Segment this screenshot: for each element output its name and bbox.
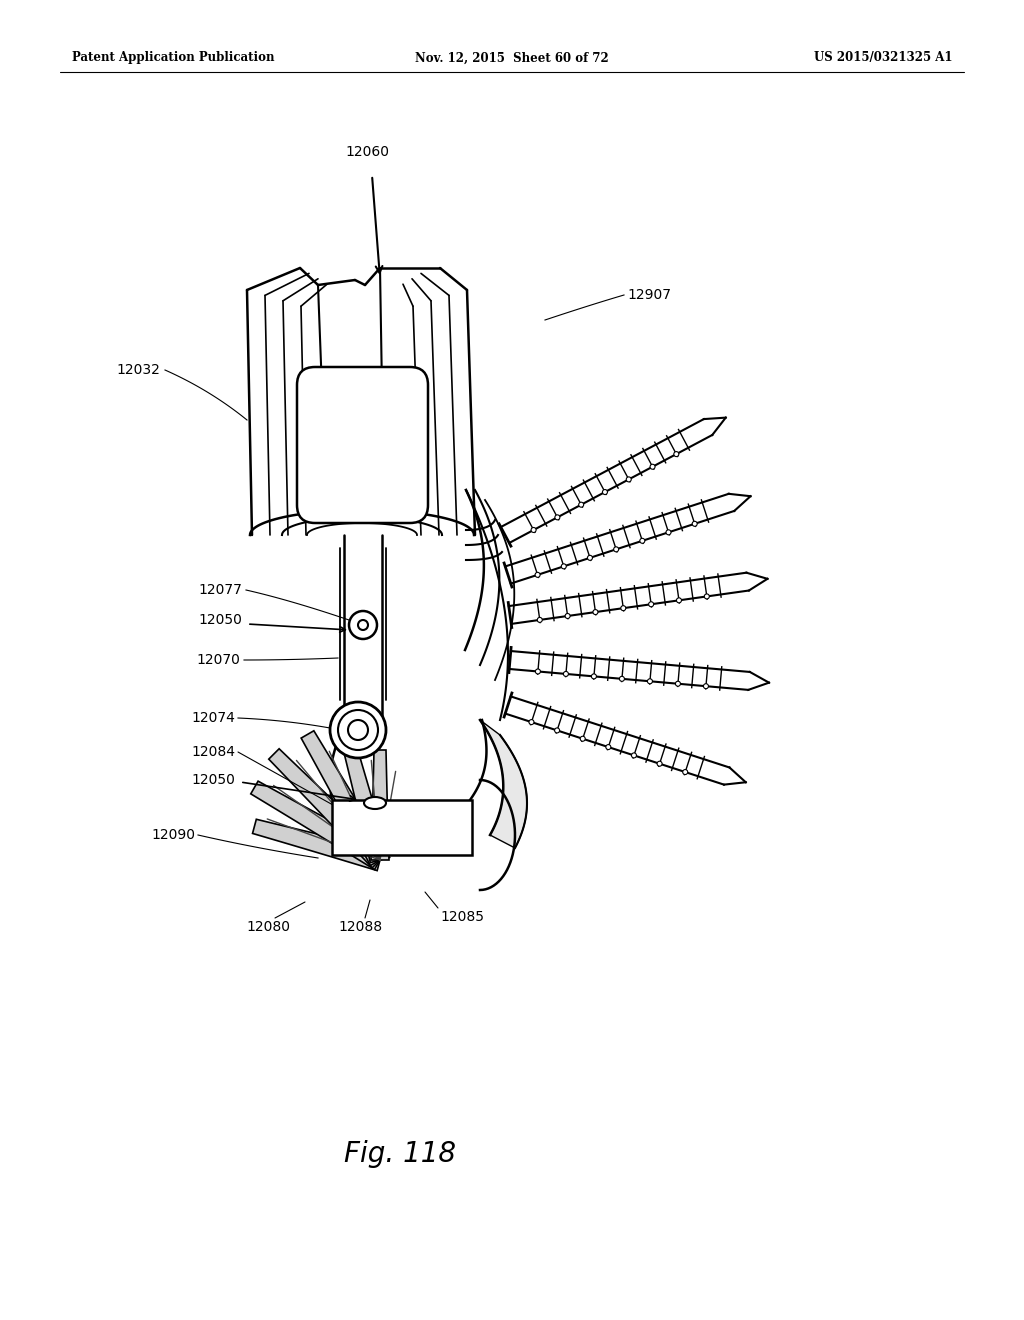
Circle shape xyxy=(657,762,663,766)
Text: 12074: 12074 xyxy=(191,711,234,725)
Text: 12907: 12907 xyxy=(627,288,671,302)
Text: Patent Application Publication: Patent Application Publication xyxy=(72,51,274,65)
Circle shape xyxy=(538,618,543,623)
Circle shape xyxy=(529,719,534,725)
Circle shape xyxy=(561,564,566,569)
FancyBboxPatch shape xyxy=(297,367,428,523)
Circle shape xyxy=(640,539,645,544)
Circle shape xyxy=(349,611,377,639)
Circle shape xyxy=(683,770,688,775)
Text: 12060: 12060 xyxy=(345,145,389,158)
Polygon shape xyxy=(371,750,389,861)
Polygon shape xyxy=(253,820,383,871)
Circle shape xyxy=(613,546,618,552)
Circle shape xyxy=(705,594,710,599)
Polygon shape xyxy=(480,719,527,847)
Circle shape xyxy=(627,477,631,482)
Circle shape xyxy=(592,675,596,678)
Text: 12084: 12084 xyxy=(191,744,234,759)
Circle shape xyxy=(676,681,680,686)
Text: 12090: 12090 xyxy=(151,828,195,842)
Circle shape xyxy=(536,669,541,675)
Text: 12085: 12085 xyxy=(440,909,484,924)
Circle shape xyxy=(692,521,697,527)
Circle shape xyxy=(648,602,653,607)
Text: 12088: 12088 xyxy=(338,920,382,935)
Circle shape xyxy=(650,465,655,469)
Text: 12050: 12050 xyxy=(191,774,234,787)
Circle shape xyxy=(358,620,368,630)
Text: US 2015/0321325 A1: US 2015/0321325 A1 xyxy=(813,51,952,65)
Circle shape xyxy=(703,684,709,689)
Circle shape xyxy=(632,752,637,758)
Text: Fig. 118: Fig. 118 xyxy=(344,1140,456,1168)
Circle shape xyxy=(555,727,559,733)
Text: 12050: 12050 xyxy=(198,612,242,627)
Text: 12077: 12077 xyxy=(198,583,242,597)
Circle shape xyxy=(330,702,386,758)
Circle shape xyxy=(606,744,611,750)
Bar xyxy=(332,800,472,855)
Circle shape xyxy=(581,737,586,742)
Circle shape xyxy=(620,676,625,681)
Text: 12032: 12032 xyxy=(116,363,160,378)
Ellipse shape xyxy=(364,797,386,809)
Polygon shape xyxy=(268,748,388,867)
Circle shape xyxy=(588,556,593,560)
Circle shape xyxy=(579,502,584,507)
Circle shape xyxy=(602,490,607,495)
Polygon shape xyxy=(251,781,385,870)
Circle shape xyxy=(565,614,570,619)
Circle shape xyxy=(536,573,540,577)
Circle shape xyxy=(621,606,626,611)
Polygon shape xyxy=(301,731,389,866)
Circle shape xyxy=(674,451,679,457)
Text: 12080: 12080 xyxy=(246,920,290,935)
Circle shape xyxy=(593,610,598,615)
Circle shape xyxy=(338,710,378,750)
Circle shape xyxy=(666,529,671,535)
Circle shape xyxy=(555,515,560,520)
Text: 12070: 12070 xyxy=(197,653,240,667)
Circle shape xyxy=(531,528,537,532)
Circle shape xyxy=(563,672,568,676)
Polygon shape xyxy=(340,733,390,862)
Circle shape xyxy=(677,598,682,603)
Circle shape xyxy=(647,678,652,684)
Text: Nov. 12, 2015  Sheet 60 of 72: Nov. 12, 2015 Sheet 60 of 72 xyxy=(415,51,609,65)
Circle shape xyxy=(348,719,368,741)
